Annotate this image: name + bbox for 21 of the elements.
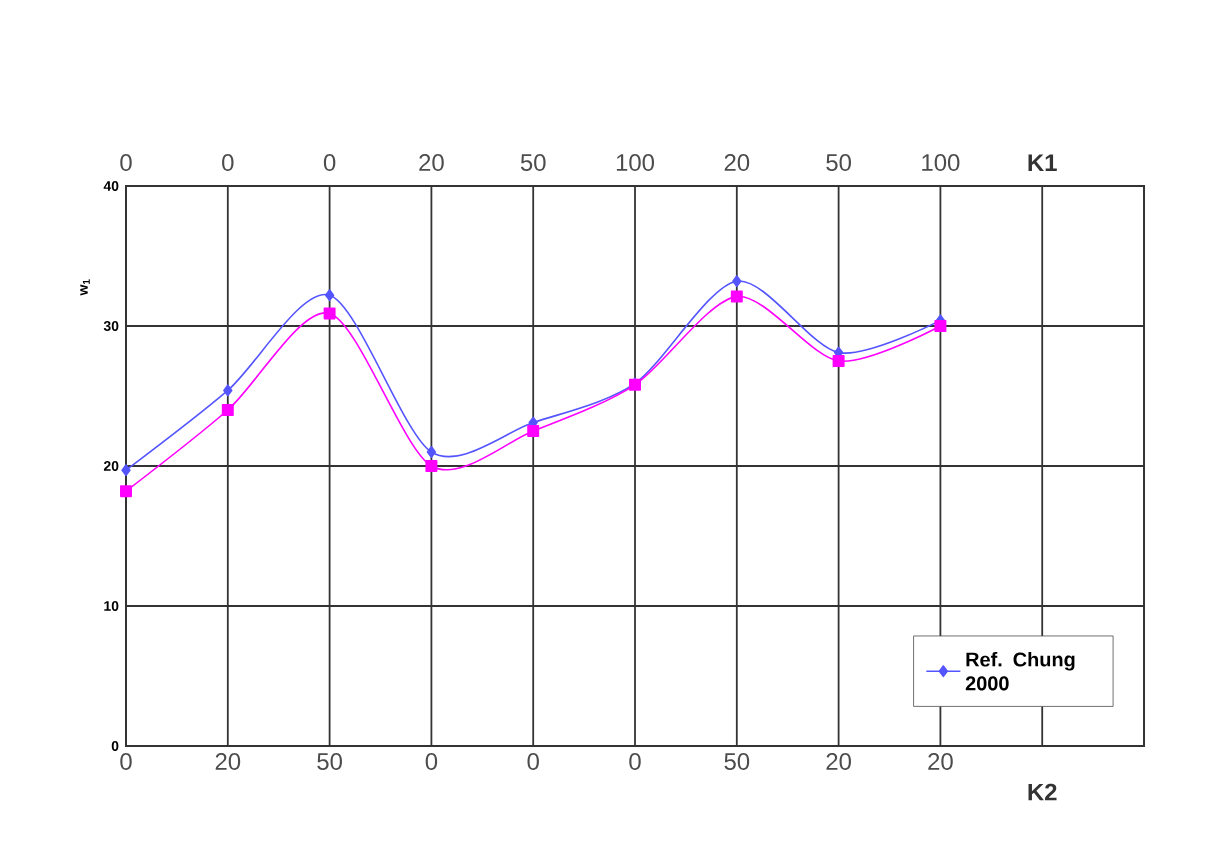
x-tick-label: 50 — [317, 753, 342, 770]
text: 100 — [922, 154, 960, 171]
x-tick-label: 0 — [425, 753, 438, 770]
text: 50 — [520, 154, 546, 171]
text: 0 — [222, 154, 234, 171]
text: 20 — [724, 154, 750, 171]
text: 50 — [826, 154, 851, 171]
x-tick-label: 20 — [826, 753, 851, 770]
x-tick-label: 20 — [215, 753, 241, 770]
x-tick-label: 0 — [120, 753, 132, 770]
text: 20 — [419, 154, 444, 171]
x2-axis-title: K1 — [1028, 154, 1057, 171]
x-tick-label: 0 — [629, 753, 641, 770]
x-axis-title: K2 — [1028, 783, 1057, 801]
text: 0 — [323, 154, 336, 171]
text: 100 — [616, 154, 655, 171]
legend-label: Ref. Chung 2000 — [965, 651, 1075, 691]
x-tick-label: 20 — [928, 753, 953, 770]
x-tick-label: 50 — [724, 753, 750, 770]
x-tick-label: 0 — [527, 753, 539, 770]
text: 0 — [120, 154, 132, 171]
